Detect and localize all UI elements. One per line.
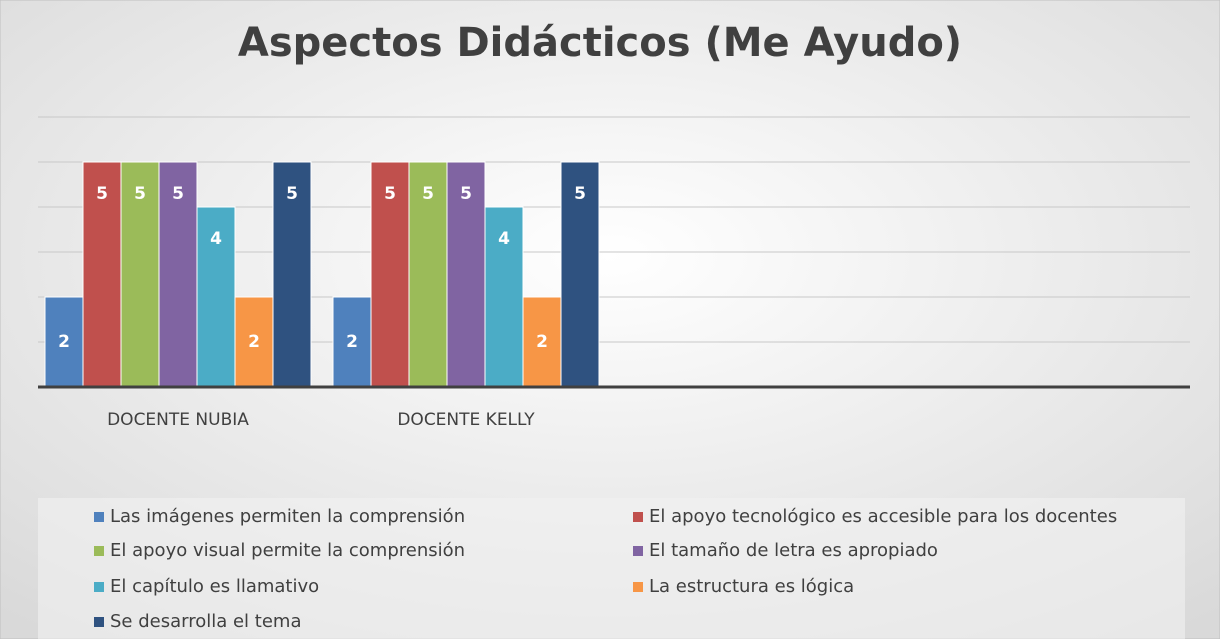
data-label: 2 bbox=[58, 332, 70, 352]
x-tick-label: DOCENTE KELLY bbox=[397, 410, 535, 430]
data-label: 2 bbox=[536, 332, 548, 352]
data-label: 2 bbox=[248, 332, 260, 352]
legend-label: La estructura es lógica bbox=[649, 576, 854, 597]
data-label: 5 bbox=[286, 184, 298, 204]
data-label: 4 bbox=[498, 229, 510, 249]
x-tick-label: DOCENTE NUBIA bbox=[107, 410, 249, 430]
bar bbox=[522, 296, 562, 388]
legend-swatch bbox=[633, 582, 643, 592]
legend-label: El apoyo tecnológico es accesible para l… bbox=[649, 506, 1117, 527]
legend-label: El apoyo visual permite la comprensión bbox=[110, 540, 465, 561]
chart-title: Aspectos Didácticos (Me Ayudo) bbox=[238, 20, 962, 66]
data-label: 5 bbox=[460, 184, 472, 204]
bar bbox=[120, 161, 160, 388]
data-label: 5 bbox=[384, 184, 396, 204]
legend-label: Se desarrolla el tema bbox=[110, 611, 301, 632]
bar bbox=[560, 161, 600, 388]
legend-swatch bbox=[94, 617, 104, 627]
legend-swatch bbox=[633, 546, 643, 556]
legend-swatch bbox=[633, 512, 643, 522]
data-label: 5 bbox=[172, 184, 184, 204]
legend-label: El capítulo es llamativo bbox=[110, 576, 319, 597]
data-label: 2 bbox=[346, 332, 358, 352]
legend-swatch bbox=[94, 512, 104, 522]
data-label: 4 bbox=[210, 229, 222, 249]
bar bbox=[446, 161, 486, 388]
data-label: 5 bbox=[574, 184, 586, 204]
legend-swatch bbox=[94, 546, 104, 556]
data-label: 5 bbox=[422, 184, 434, 204]
legend-label: El tamaño de letra es apropiado bbox=[649, 540, 938, 561]
legend-swatch bbox=[94, 582, 104, 592]
legend-label: Las imágenes permiten la comprensión bbox=[110, 506, 465, 527]
legend-box bbox=[38, 498, 1185, 639]
data-label: 5 bbox=[96, 184, 108, 204]
bar bbox=[196, 206, 236, 388]
data-label: 5 bbox=[134, 184, 146, 204]
bar bbox=[272, 161, 312, 388]
bar bbox=[370, 161, 410, 388]
